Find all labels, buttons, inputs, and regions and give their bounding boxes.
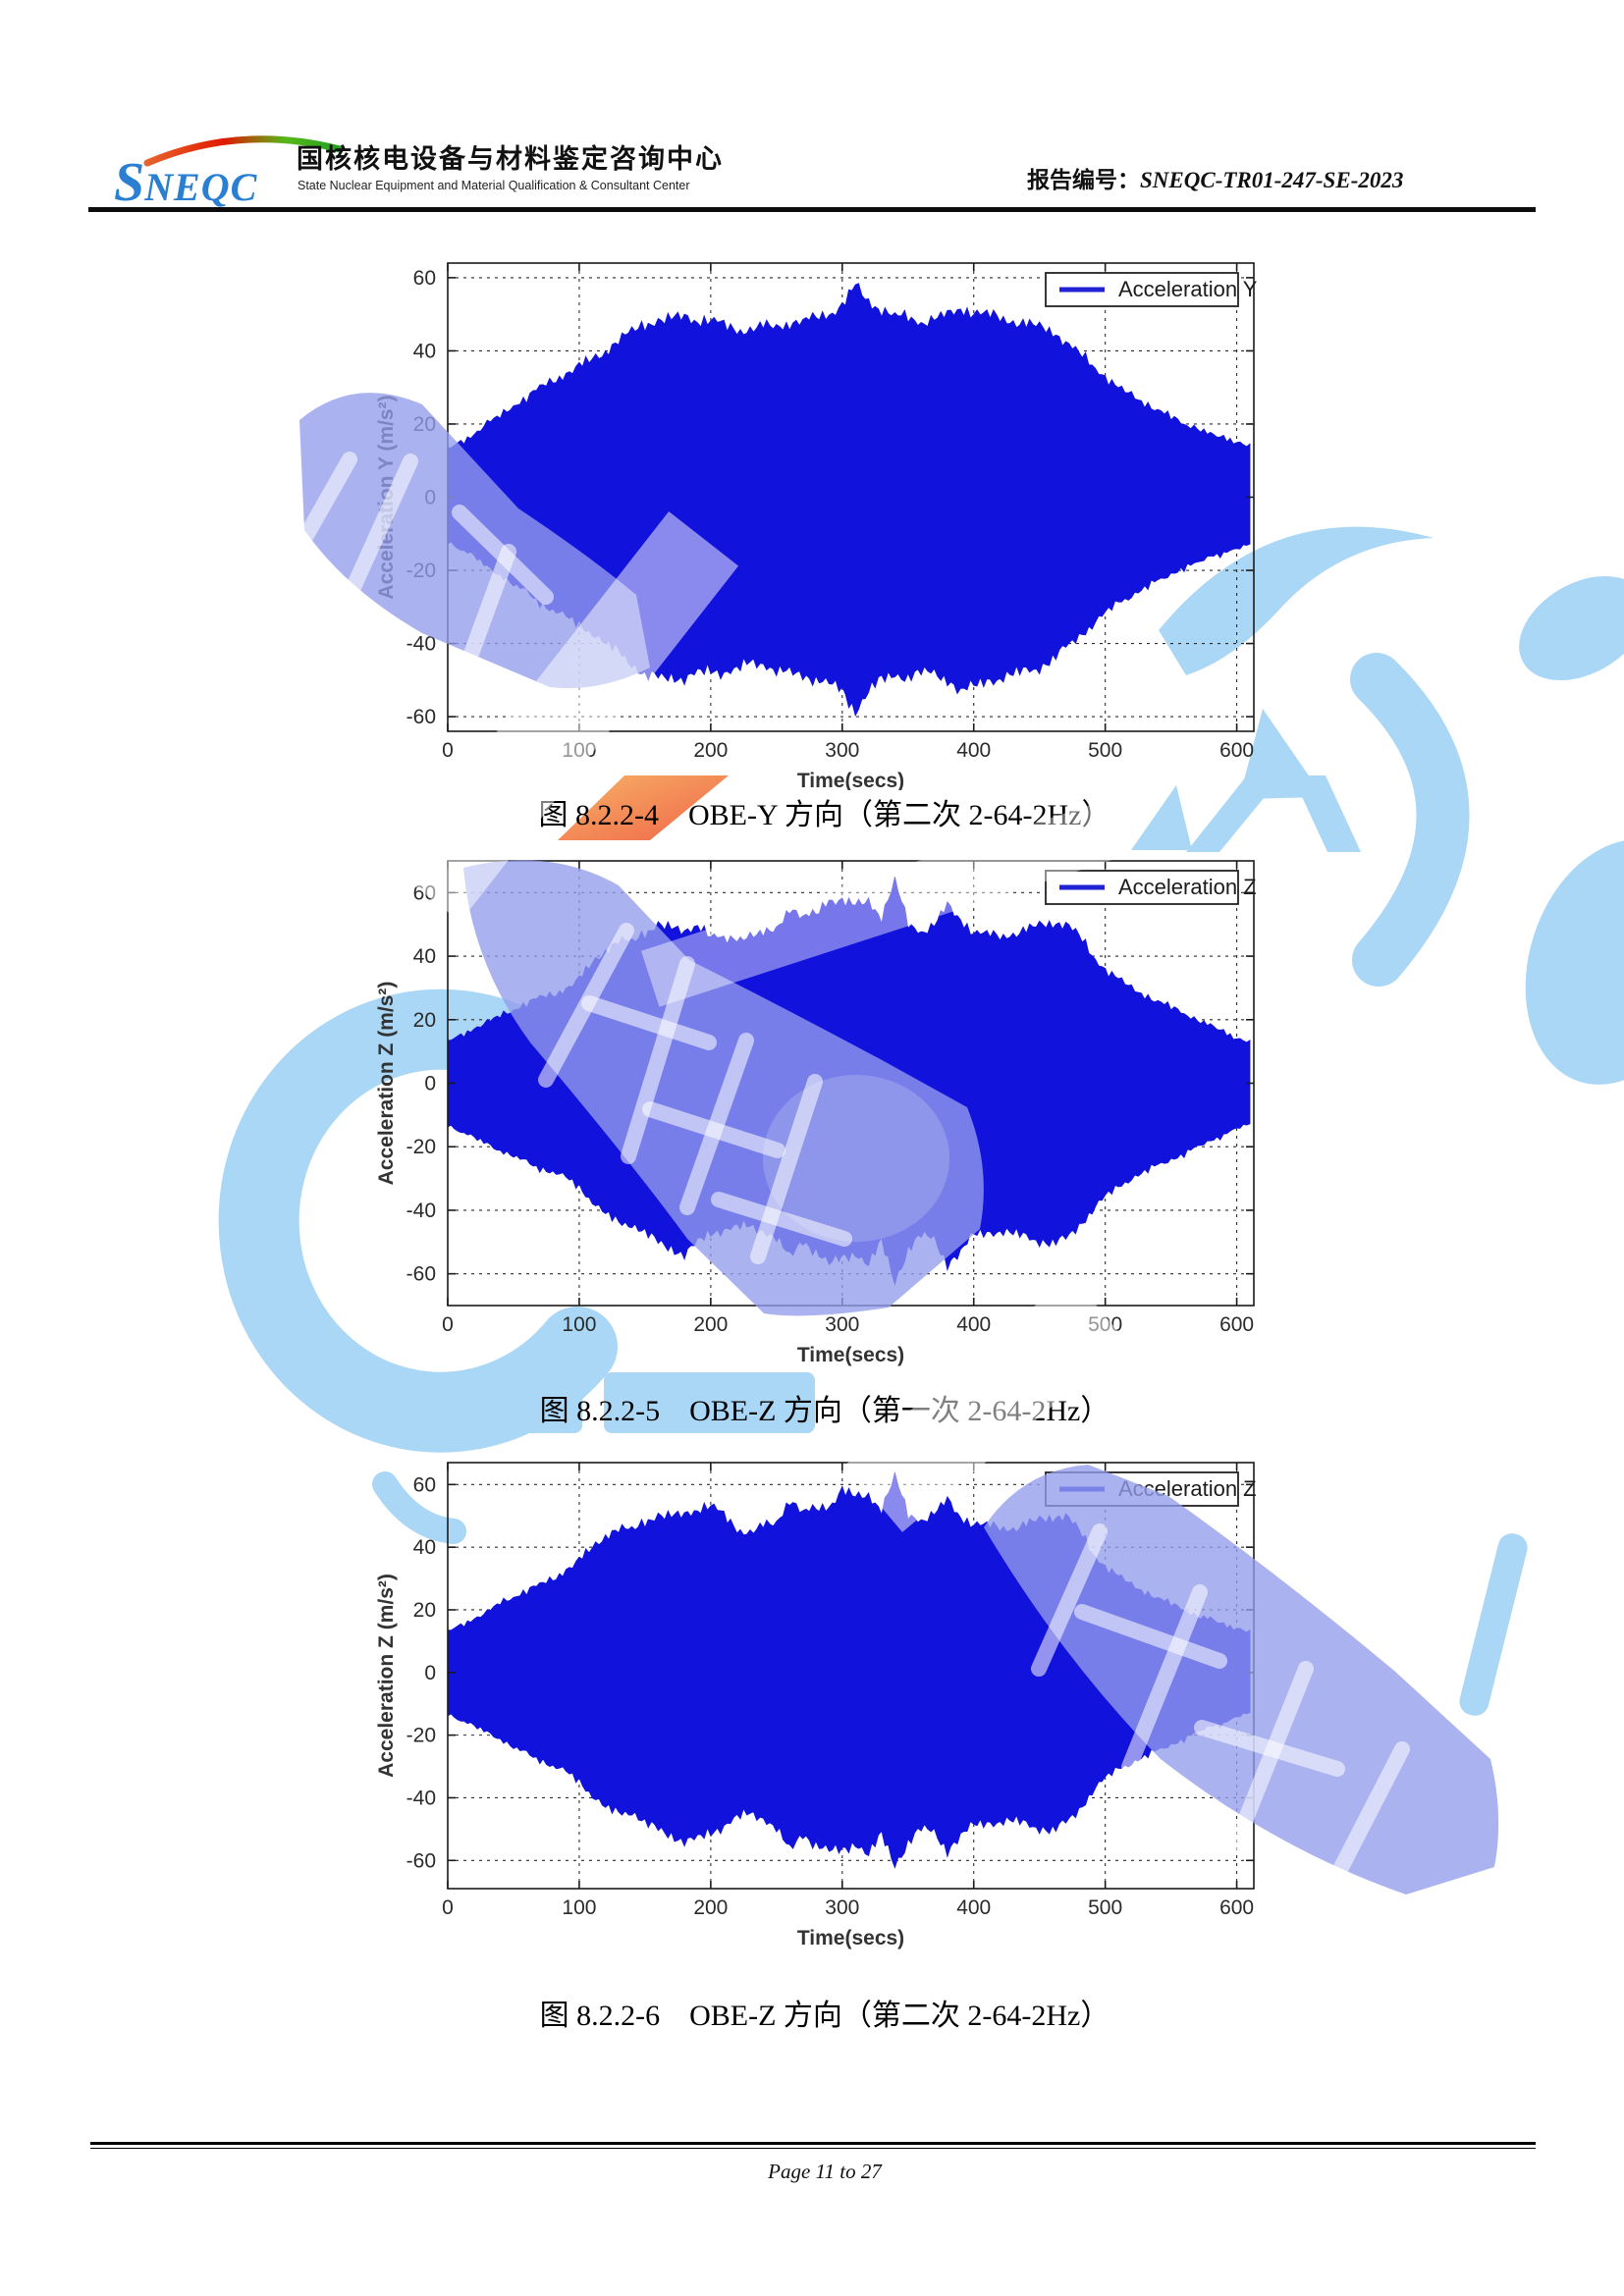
svg-text:-40: -40	[406, 1787, 436, 1809]
chart-acceleration-z-first: 0 100 200 300 400 500 600 -60 -40 -20 0 20 40 60 Time(…	[375, 860, 1257, 1366]
svg-text:100: 100	[562, 1313, 596, 1336]
svg-text:-40: -40	[406, 633, 436, 656]
figure-obe-z-second: 0 100 200 300 400 500 600 -60 -40 -20 0 20 40 60 Time(…	[363, 1433, 1286, 1988]
org-name-zh: 国核核电设备与材料鉴定咨询中心	[297, 144, 724, 174]
org-name-en: State Nuclear Equipment and Material Qua…	[298, 179, 690, 192]
svg-text:Acceleration Z: Acceleration Z	[1118, 875, 1257, 899]
svg-text:20: 20	[413, 1009, 436, 1032]
svg-text:Acceleration Y (m/s²): Acceleration Y (m/s²)	[375, 395, 398, 599]
footer-rule-bottom	[90, 2148, 1536, 2150]
svg-text:Time(secs): Time(secs)	[797, 1927, 904, 1949]
svg-text:500: 500	[1088, 739, 1122, 762]
svg-text:Acceleration Z (m/s²): Acceleration Z (m/s²)	[375, 1574, 398, 1778]
svg-text:0: 0	[424, 487, 436, 509]
svg-text:Time(secs): Time(secs)	[797, 1344, 904, 1366]
svg-text:500: 500	[1088, 1313, 1122, 1336]
header-rule	[88, 207, 1536, 212]
svg-text:-20: -20	[406, 560, 436, 582]
svg-text:400: 400	[956, 739, 991, 762]
svg-text:Time(secs): Time(secs)	[797, 770, 904, 790]
figure-caption-1: 图 8.2.2-4 OBE-Y 方向（第二次 2-64-2Hz）	[538, 799, 1111, 831]
svg-text:0: 0	[424, 1073, 436, 1095]
svg-text:200: 200	[693, 1313, 728, 1336]
svg-text:100: 100	[562, 739, 596, 762]
svg-text:400: 400	[956, 1896, 991, 1919]
svg-text:600: 600	[1219, 1896, 1254, 1919]
svg-text:60: 60	[413, 267, 436, 290]
svg-text:40: 40	[413, 340, 436, 362]
page-footer-text: Page 11 to 27	[768, 2160, 882, 2183]
chart-acceleration-y: 0 100 200 300 400 500 600 -60 -40 -20 0 20 40 60 Time(…	[375, 262, 1258, 792]
svg-text:0: 0	[442, 1313, 454, 1336]
svg-text:600: 600	[1219, 739, 1254, 762]
svg-text:300: 300	[825, 1896, 859, 1919]
figure-obe-z-first: 0 100 200 300 400 500 600 -60 -40 -20 0 20 40 60 Time(…	[363, 834, 1286, 1384]
figure-caption-3: 图 8.2.2-6 OBE-Z 方向（第二次 2-64-2Hz）	[539, 2000, 1110, 2032]
svg-text:-60: -60	[406, 1849, 436, 1872]
svg-text:-60: -60	[406, 1263, 436, 1286]
logo-text: SNEQC	[114, 152, 258, 213]
figure-caption-2: 图 8.2.2-5 OBE-Z 方向（第一次 2-64-2Hz）	[539, 1395, 1110, 1427]
svg-text:300: 300	[825, 739, 859, 762]
figure-obe-y-second: 0 100 200 300 400 500 600 -60 -40 -20 0 20 40 60 Time(…	[363, 226, 1286, 795]
svg-text:100: 100	[562, 1896, 596, 1919]
svg-text:40: 40	[413, 945, 436, 968]
svg-text:-40: -40	[406, 1200, 436, 1222]
svg-text:300: 300	[825, 1313, 859, 1336]
svg-text:0: 0	[442, 1896, 454, 1919]
chart-acceleration-z-second: 0 100 200 300 400 500 600 -60 -40 -20 0 20 40 60 Time(…	[375, 1462, 1257, 1949]
svg-text:500: 500	[1088, 1896, 1122, 1919]
svg-text:Acceleration Z (m/s²): Acceleration Z (m/s²)	[375, 982, 398, 1186]
svg-text:0: 0	[442, 739, 454, 762]
svg-text:600: 600	[1219, 1313, 1254, 1336]
logo-swoosh-icon	[143, 135, 344, 167]
report-number-value: SNEQC-TR01-247-SE-2023	[1140, 168, 1404, 192]
header-logo: SNEQC	[114, 133, 350, 216]
svg-text:0: 0	[424, 1662, 436, 1684]
svg-text:20: 20	[413, 1599, 436, 1622]
footer-rule-top	[90, 2142, 1536, 2145]
svg-text:200: 200	[693, 739, 728, 762]
svg-text:-20: -20	[406, 1725, 436, 1747]
svg-text:Acceleration Z: Acceleration Z	[1118, 1476, 1257, 1501]
svg-text:Acceleration Y: Acceleration Y	[1118, 277, 1258, 301]
report-number: 报告编号：SNEQC-TR01-247-SE-2023	[1027, 161, 1403, 194]
svg-text:-20: -20	[406, 1136, 436, 1158]
svg-text:400: 400	[956, 1313, 991, 1336]
svg-text:40: 40	[413, 1536, 436, 1559]
svg-text:60: 60	[413, 1473, 436, 1496]
svg-text:60: 60	[413, 881, 436, 904]
svg-text:200: 200	[693, 1896, 728, 1919]
svg-text:20: 20	[413, 413, 436, 436]
svg-text:-60: -60	[406, 706, 436, 728]
report-number-label: 报告编号：	[1027, 167, 1140, 192]
